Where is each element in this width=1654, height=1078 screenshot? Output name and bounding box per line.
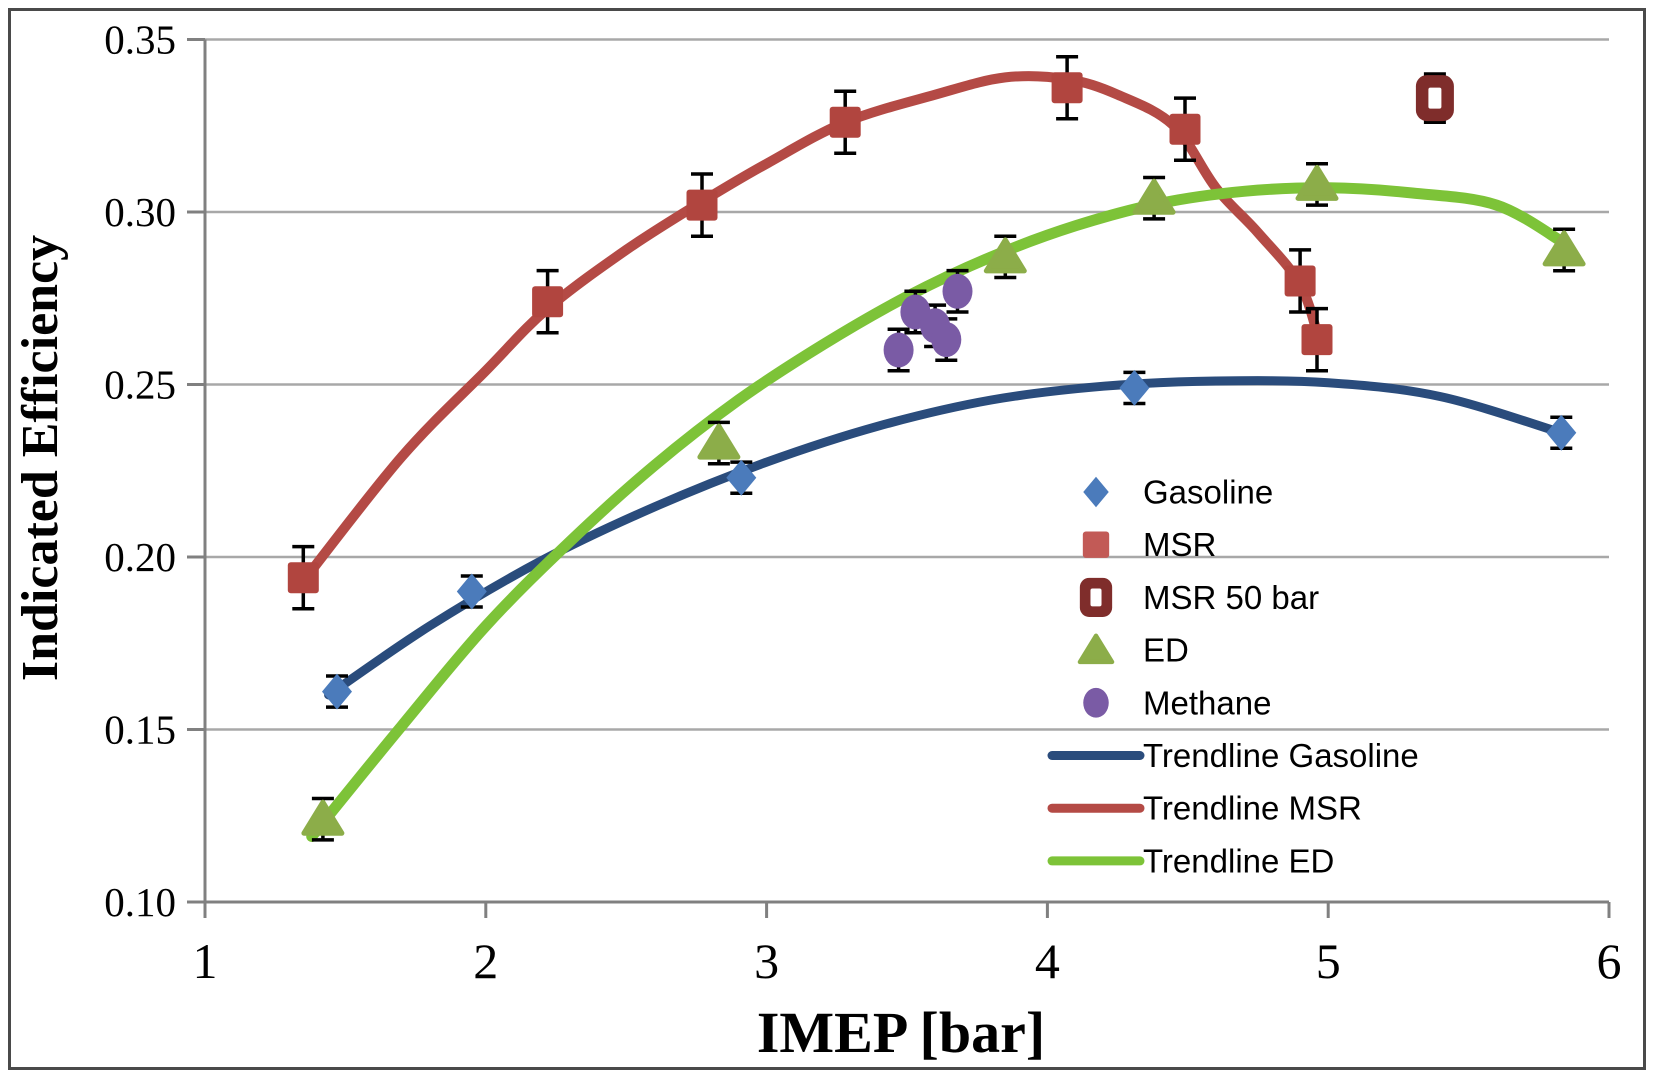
legend-item-ed: ED xyxy=(1077,632,1189,669)
series-msr xyxy=(287,54,1333,611)
y-tick-label: 0.10 xyxy=(104,879,176,925)
legend-item-methane: Methane xyxy=(1083,684,1271,721)
series-msr-50-bar xyxy=(1415,72,1454,125)
square-marker xyxy=(287,562,319,594)
square-marker xyxy=(1169,113,1201,145)
y-axis-title: Indicated Efficiency xyxy=(12,235,69,681)
legend-label: Trendline Gasoline xyxy=(1143,737,1419,774)
diamond-marker xyxy=(1546,414,1577,451)
legend-label: Trendline ED xyxy=(1143,842,1334,879)
legend-label: ED xyxy=(1143,632,1189,669)
x-axis-title: IMEP [bar] xyxy=(757,1000,1045,1065)
x-tick-label: 1 xyxy=(193,933,218,989)
legend-item-msr-50-bar: MSR 50 bar xyxy=(1079,577,1319,617)
series-ed xyxy=(301,161,1586,842)
axes xyxy=(187,38,1611,918)
triangle-marker xyxy=(1542,230,1586,267)
trendlines xyxy=(298,71,1570,842)
triangle-marker xyxy=(983,237,1027,274)
circle-marker xyxy=(931,322,962,358)
square-marker xyxy=(1301,324,1333,356)
triangle-marker xyxy=(301,799,345,836)
x-tick-label: 5 xyxy=(1316,933,1341,989)
triangle-marker xyxy=(1077,633,1115,665)
square-marker xyxy=(829,106,861,138)
x-tick-label: 6 xyxy=(1597,933,1622,989)
legend-item-trendline-msr: Trendline MSR xyxy=(1047,790,1362,827)
legend-item-msr: MSR xyxy=(1082,526,1216,563)
square-marker xyxy=(686,189,718,221)
square-marker xyxy=(1284,265,1316,297)
square-marker xyxy=(1082,531,1110,558)
legend-item-gasoline: Gasoline xyxy=(1083,474,1273,511)
diamond-marker xyxy=(1119,369,1150,406)
diamond-marker xyxy=(726,459,757,496)
legend-label: Gasoline xyxy=(1143,474,1273,511)
series-gasoline xyxy=(322,369,1577,710)
legend-label: Methane xyxy=(1143,684,1271,721)
legend-label: Trendline MSR xyxy=(1143,790,1362,827)
circle-marker xyxy=(942,273,973,309)
x-tick-label: 4 xyxy=(1035,933,1060,989)
y-tick-label: 0.20 xyxy=(104,534,176,580)
open-square-marker-hole xyxy=(1428,87,1442,109)
legend-label: MSR 50 bar xyxy=(1143,579,1319,616)
legend-item-trendline-ed: Trendline ED xyxy=(1047,842,1334,879)
y-tick-label: 0.15 xyxy=(104,707,176,753)
y-tick-label: 0.25 xyxy=(104,362,176,408)
square-marker xyxy=(532,286,564,318)
chart-frame-border xyxy=(8,8,1646,1070)
triangle-marker xyxy=(1295,164,1339,201)
y-tick-label: 0.35 xyxy=(104,17,176,63)
triangle-marker xyxy=(697,423,741,460)
tick-labels: 0.10 0.15 0.20 0.25 0.30 0.35 1 2 3 4 5 6 xyxy=(104,17,1621,990)
series-methane xyxy=(883,268,973,373)
square-marker xyxy=(1051,72,1083,104)
legend: Gasoline MSR MSR 50 bar ED Methane Trendline … xyxy=(1047,474,1419,879)
x-tick-label: 3 xyxy=(754,933,779,989)
x-tick-label: 2 xyxy=(473,933,498,989)
circle-marker xyxy=(883,332,914,368)
trendline-trendline-gasoline xyxy=(324,376,1566,700)
legend-label: MSR xyxy=(1143,526,1216,563)
triangle-marker xyxy=(1132,178,1176,215)
trendline-trendline-msr xyxy=(298,71,1325,587)
diamond-marker xyxy=(1083,476,1109,508)
diamond-marker xyxy=(456,573,487,610)
trendline-trendline-ed xyxy=(306,182,1570,842)
circle-marker xyxy=(1083,687,1109,718)
y-tick-label: 0.30 xyxy=(104,189,176,235)
open-square-marker-hole xyxy=(1090,588,1102,607)
diamond-marker xyxy=(322,673,352,710)
legend-item-trendline-gasoline: Trendline Gasoline xyxy=(1047,737,1419,774)
